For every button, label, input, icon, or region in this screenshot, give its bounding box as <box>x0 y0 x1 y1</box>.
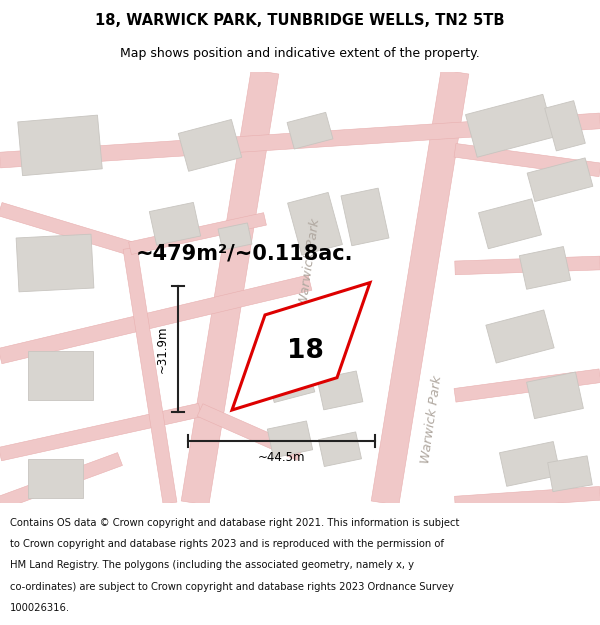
Text: Warwick Park: Warwick Park <box>298 218 323 308</box>
Text: Map shows position and indicative extent of the property.: Map shows position and indicative extent… <box>120 48 480 61</box>
Polygon shape <box>0 275 312 364</box>
Polygon shape <box>18 115 102 176</box>
Text: ~44.5m: ~44.5m <box>258 451 305 464</box>
Polygon shape <box>479 199 541 249</box>
Polygon shape <box>232 282 370 410</box>
Polygon shape <box>218 223 252 250</box>
Polygon shape <box>341 188 389 246</box>
Text: to Crown copyright and database rights 2023 and is reproduced with the permissio: to Crown copyright and database rights 2… <box>10 539 444 549</box>
Polygon shape <box>466 94 554 158</box>
Polygon shape <box>454 144 600 177</box>
Polygon shape <box>319 432 361 466</box>
Text: HM Land Registry. The polygons (including the associated geometry, namely x, y: HM Land Registry. The polygons (includin… <box>10 561 414 571</box>
Polygon shape <box>28 459 83 498</box>
Polygon shape <box>0 202 132 255</box>
Text: ~479m²/~0.118ac.: ~479m²/~0.118ac. <box>136 243 354 263</box>
Text: Contains OS data © Crown copyright and database right 2021. This information is : Contains OS data © Crown copyright and d… <box>10 518 460 528</box>
Text: 100026316.: 100026316. <box>10 603 70 613</box>
Polygon shape <box>527 158 593 201</box>
Text: co-ordinates) are subject to Crown copyright and database rights 2023 Ordnance S: co-ordinates) are subject to Crown copyr… <box>10 582 454 592</box>
Polygon shape <box>128 213 266 254</box>
Polygon shape <box>197 404 303 461</box>
Polygon shape <box>454 369 600 402</box>
Polygon shape <box>0 452 122 509</box>
Polygon shape <box>287 192 343 255</box>
Text: 18: 18 <box>287 338 323 364</box>
Polygon shape <box>265 359 315 403</box>
Polygon shape <box>178 119 242 171</box>
Polygon shape <box>0 113 600 168</box>
Polygon shape <box>287 112 333 149</box>
Polygon shape <box>455 486 600 510</box>
Polygon shape <box>123 248 177 504</box>
Polygon shape <box>317 371 363 410</box>
Polygon shape <box>455 256 600 275</box>
Text: ~31.9m: ~31.9m <box>155 325 169 372</box>
Polygon shape <box>486 310 554 363</box>
Polygon shape <box>520 246 571 289</box>
Polygon shape <box>545 101 586 151</box>
Polygon shape <box>268 421 313 458</box>
Polygon shape <box>499 441 560 486</box>
Polygon shape <box>181 70 279 505</box>
Polygon shape <box>16 234 94 292</box>
Polygon shape <box>0 403 202 461</box>
Polygon shape <box>527 372 583 419</box>
Polygon shape <box>548 456 592 492</box>
Text: Warwick Park: Warwick Park <box>419 375 445 465</box>
Text: 18, WARWICK PARK, TUNBRIDGE WELLS, TN2 5TB: 18, WARWICK PARK, TUNBRIDGE WELLS, TN2 5… <box>95 12 505 28</box>
Polygon shape <box>371 70 469 505</box>
Polygon shape <box>149 202 200 245</box>
Polygon shape <box>28 351 92 400</box>
